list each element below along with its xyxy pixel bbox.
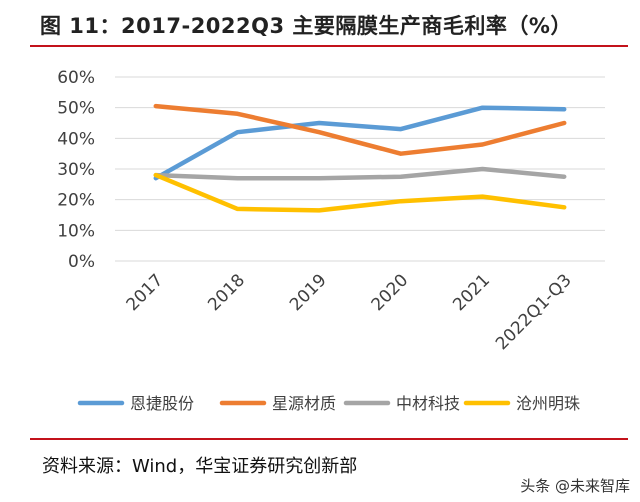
series-line — [153, 103, 567, 156]
title-rule — [30, 45, 628, 47]
y-tick-label: 60% — [57, 68, 95, 88]
series-line — [153, 166, 567, 181]
grid-lines — [115, 76, 605, 262]
y-tick-label: 40% — [57, 129, 95, 149]
x-tick-label: 2018 — [204, 270, 249, 315]
y-tick-label: 50% — [57, 99, 95, 119]
x-tick-label: 2021 — [449, 270, 494, 315]
y-tick-label: 0% — [68, 252, 95, 272]
source-note: 资料来源：Wind，华宝证券研究创新部 — [42, 456, 358, 477]
legend-label: 星源材质 — [272, 394, 336, 413]
y-tick-label: 30% — [57, 160, 95, 180]
y-tick-label: 10% — [57, 221, 95, 241]
x-tick-label: 2022Q1-Q3 — [492, 270, 576, 354]
watermark: 头条 @未来智库 — [520, 477, 630, 495]
y-tick-label: 20% — [57, 191, 95, 211]
legend-label: 恩捷股份 — [130, 394, 194, 413]
line-chart: 0% 10% 20% 30% 40% 50% 60% 2017 2018 2019 2020 202… — [57, 68, 605, 413]
footer-rule — [30, 438, 628, 440]
series-line — [153, 105, 567, 181]
series-line — [153, 172, 567, 213]
y-axis-ticks: 0% 10% 20% 30% 40% 50% 60% — [57, 68, 95, 272]
legend: 恩捷股份 星源材质 中材科技 沧州明珠 — [77, 394, 580, 413]
legend-label: 沧州明珠 — [516, 394, 580, 413]
legend-label: 中材科技 — [396, 394, 460, 413]
series-lines — [153, 103, 567, 213]
chart-title: 图 11：2017-2022Q3 主要隔膜生产商毛利率（%） — [40, 14, 572, 38]
x-tick-label: 2020 — [368, 270, 413, 315]
x-tick-label: 2019 — [286, 270, 331, 315]
x-tick-label: 2017 — [123, 270, 168, 315]
